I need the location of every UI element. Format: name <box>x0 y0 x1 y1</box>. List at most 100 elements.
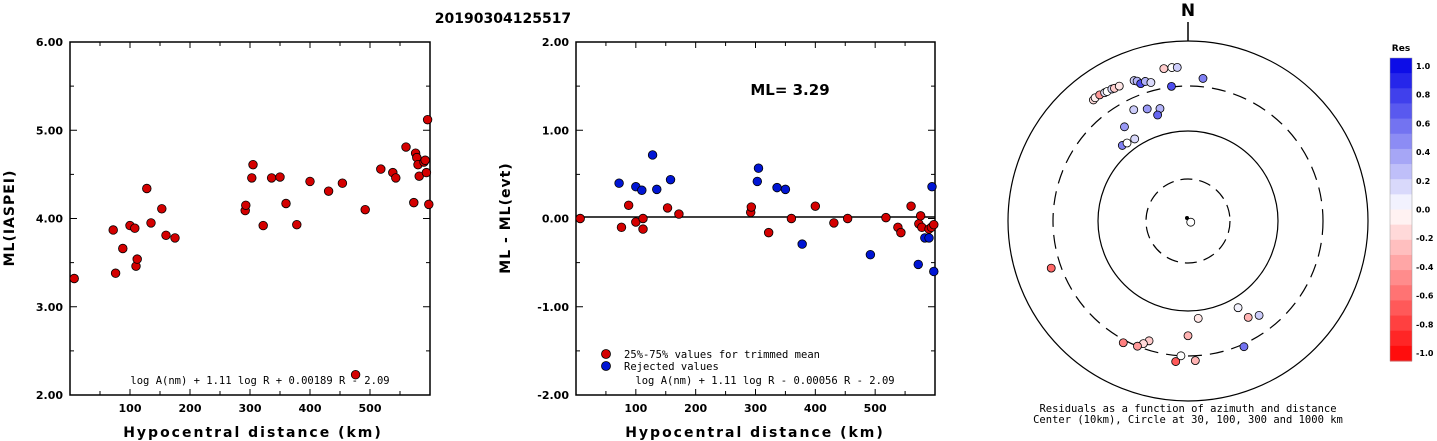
station-point <box>1046 263 1056 273</box>
colorbar-cell <box>1390 58 1412 74</box>
tick-group: 100 200 300 400 500 -2.00 -1.00 0.00 1.00 2.00 <box>537 36 935 415</box>
colorbar-cell <box>1390 194 1412 210</box>
station-point <box>1171 357 1181 366</box>
colorbar-tick-label: 1.0 <box>1416 62 1431 71</box>
ring-30km <box>1145 178 1231 264</box>
data-point <box>420 155 430 165</box>
station-point <box>1130 134 1140 144</box>
plot-frame <box>69 41 431 396</box>
colorbar-tick-label: -0.6 <box>1416 292 1434 301</box>
colorbar-tick-label: -0.4 <box>1416 263 1434 272</box>
data-point <box>305 176 315 187</box>
data-point <box>247 173 257 183</box>
station-point <box>1193 313 1203 323</box>
station-point <box>1159 64 1169 74</box>
data-point-rejected <box>797 239 807 249</box>
tick-group: 100 200 300 400 500 2.00 3.00 4.00 5.00 6.00 <box>36 36 430 415</box>
data-point-rejected <box>772 182 782 193</box>
x-tick-label: 100 <box>624 402 647 415</box>
data-point-rejected <box>665 174 676 185</box>
x-tick-label: 100 <box>119 402 142 415</box>
data-point <box>241 200 251 210</box>
data-point <box>110 268 121 278</box>
data-point-trimmed <box>842 213 853 224</box>
data-point-trimmed <box>638 224 648 234</box>
x-tick-label: 200 <box>684 402 707 415</box>
station-point <box>1133 341 1142 351</box>
station-point <box>1239 342 1249 352</box>
data-point-rejected <box>927 182 937 192</box>
colorbar-cell <box>1390 148 1412 165</box>
data-point <box>118 243 128 254</box>
colorbar-outline <box>1389 57 1413 362</box>
data-point <box>258 220 268 231</box>
station-point <box>1186 217 1196 227</box>
y-tick-label: 5.00 <box>36 124 63 137</box>
data-point <box>422 114 433 125</box>
data-point <box>275 172 285 182</box>
colorbar-tick-label: 0.0 <box>1416 206 1431 215</box>
x-tick-label: 500 <box>864 402 887 415</box>
station-point <box>1153 110 1163 120</box>
data-point-rejected <box>753 163 764 173</box>
y-axis-label: ML - ML(evt) <box>498 162 514 273</box>
colorbar-cell <box>1390 118 1412 135</box>
data-point-trimmed <box>575 213 585 224</box>
colorbar-cell <box>1390 270 1412 286</box>
station-point <box>1114 81 1124 91</box>
colorbar-cell <box>1390 179 1412 195</box>
y-tick-label: 1.00 <box>542 124 569 137</box>
data-point-rejected <box>865 249 876 260</box>
data-point <box>421 167 432 178</box>
data-point <box>292 219 302 230</box>
y-tick-label: 3.00 <box>36 301 63 314</box>
data-point <box>376 164 386 174</box>
data-point-trimmed <box>810 201 821 211</box>
data-point-rejected <box>652 184 662 195</box>
panel-residual-polar: N Residuals as a function of azimuth and… <box>1007 1 1369 426</box>
figure-title: 20190304125517 <box>435 11 571 27</box>
colorbar-cell <box>1390 88 1412 104</box>
x-axis-label: Hypocentral distance (km) <box>123 425 383 441</box>
station-point <box>1183 331 1193 341</box>
station-point <box>1176 351 1186 361</box>
formula-text: log A(nm) + 1.11 log R + 0.00189 R - 2.0… <box>130 375 389 387</box>
data-point <box>350 370 361 380</box>
y-axis-label: ML(IASPEI) <box>2 170 18 267</box>
caption-line-1: Residuals as a function of azimuth and d… <box>1039 403 1336 415</box>
data-point <box>401 142 411 152</box>
station-point <box>1129 105 1139 115</box>
x-tick-label: 300 <box>744 402 767 415</box>
colorbar-tick-label: -0.2 <box>1416 234 1434 243</box>
data-point-rejected <box>924 233 934 243</box>
y-tick-label: 2.00 <box>36 389 63 402</box>
data-point-trimmed <box>623 200 634 210</box>
x-tick-label: 300 <box>239 402 262 415</box>
station-point <box>1233 303 1243 313</box>
colorbar-tick-label: 0.4 <box>1416 148 1431 157</box>
data-point-trimmed <box>786 213 797 224</box>
station-point <box>1190 356 1200 366</box>
data-point-rejected <box>929 266 939 277</box>
colorbar-cell <box>1390 73 1412 89</box>
data-point-trimmed <box>616 222 627 233</box>
station-point <box>1122 138 1132 148</box>
y-tick-label: 6.00 <box>36 36 63 49</box>
panel-ml-vs-distance: 100 200 300 400 500 2.00 3.00 4.00 5.00 6.00 ML(I… <box>2 36 434 441</box>
ring-300km <box>1052 85 1324 357</box>
colorbar-cell <box>1390 224 1412 241</box>
y-tick-label: 2.00 <box>542 36 569 49</box>
x-tick-label: 200 <box>179 402 202 415</box>
data-point-trimmed <box>674 209 684 219</box>
data-point-trimmed <box>881 212 891 223</box>
colorbar-cell <box>1390 300 1412 317</box>
colorbar-labels: 1.0 0.8 0.6 0.4 0.2 0.0 -0.2 -0.4 -0.6 -0.8 -1.0 <box>1416 62 1434 358</box>
data-point-rejected <box>614 178 624 188</box>
station-point <box>1142 104 1152 114</box>
data-point-trimmed <box>829 218 839 228</box>
data-point <box>323 186 334 196</box>
data-point <box>360 204 370 215</box>
x-tick-label: 400 <box>299 402 322 415</box>
station-point <box>1146 78 1156 87</box>
x-axis-label: Hypocentral distance (km) <box>625 425 885 441</box>
